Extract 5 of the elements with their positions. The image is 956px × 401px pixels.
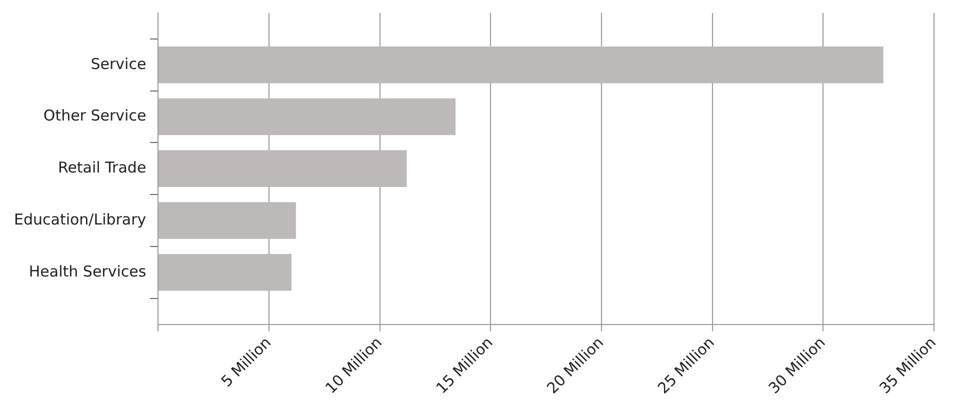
y-tick-label: Retail Trade	[58, 158, 146, 177]
y-tick-label: Service	[90, 54, 146, 73]
y-tick-label: Health Services	[28, 262, 146, 280]
y-tick-label: Other Service	[43, 106, 146, 125]
y-tick-label: Education/Library	[14, 210, 146, 228]
